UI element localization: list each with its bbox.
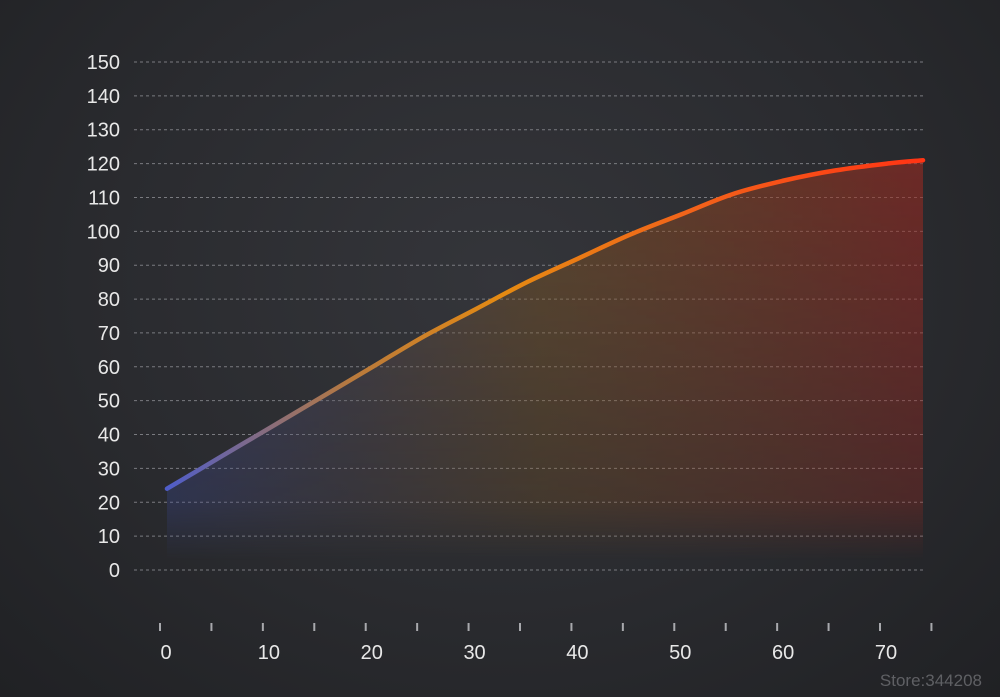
y-tick-label: 150 — [87, 52, 120, 74]
x-tick-label: 60 — [772, 642, 794, 664]
x-tick-label: 0 — [160, 642, 171, 664]
y-tick-label: 130 — [87, 120, 120, 142]
x-tick-label: 50 — [669, 642, 691, 664]
y-tick-label: 30 — [98, 458, 120, 480]
y-tick-label: 40 — [98, 425, 120, 447]
x-tick-label: 70 — [875, 642, 897, 664]
y-tick-label: 100 — [87, 221, 120, 243]
x-tick-label: 20 — [361, 642, 383, 664]
series-area-fill — [167, 160, 923, 560]
x-tick-label: 10 — [258, 642, 280, 664]
y-tick-label: 120 — [87, 154, 120, 176]
y-tick-label: 140 — [87, 86, 120, 108]
y-tick-label: 60 — [98, 357, 120, 379]
y-tick-label: 50 — [98, 391, 120, 413]
y-tick-label: 110 — [88, 187, 120, 209]
watermark-text: Store:344208 — [879, 671, 982, 690]
y-tick-label: 90 — [98, 255, 120, 277]
y-axis-ticks: 0 10 20 30 40 50 60 70 80 90 100 110 120 130 140 150 — [87, 52, 120, 582]
x-axis-ticks: 0 10 20 30 40 50 60 70 — [159, 623, 933, 664]
series-line — [164, 157, 926, 491]
y-tick-label: 80 — [98, 289, 120, 311]
x-tick-label: 40 — [566, 642, 588, 664]
x-tick-label: 30 — [463, 642, 485, 664]
y-tick-label: 70 — [98, 323, 120, 345]
y-tick-label: 20 — [98, 492, 120, 514]
y-tick-label: 0 — [109, 560, 120, 582]
y-tick-label: 10 — [98, 526, 120, 548]
